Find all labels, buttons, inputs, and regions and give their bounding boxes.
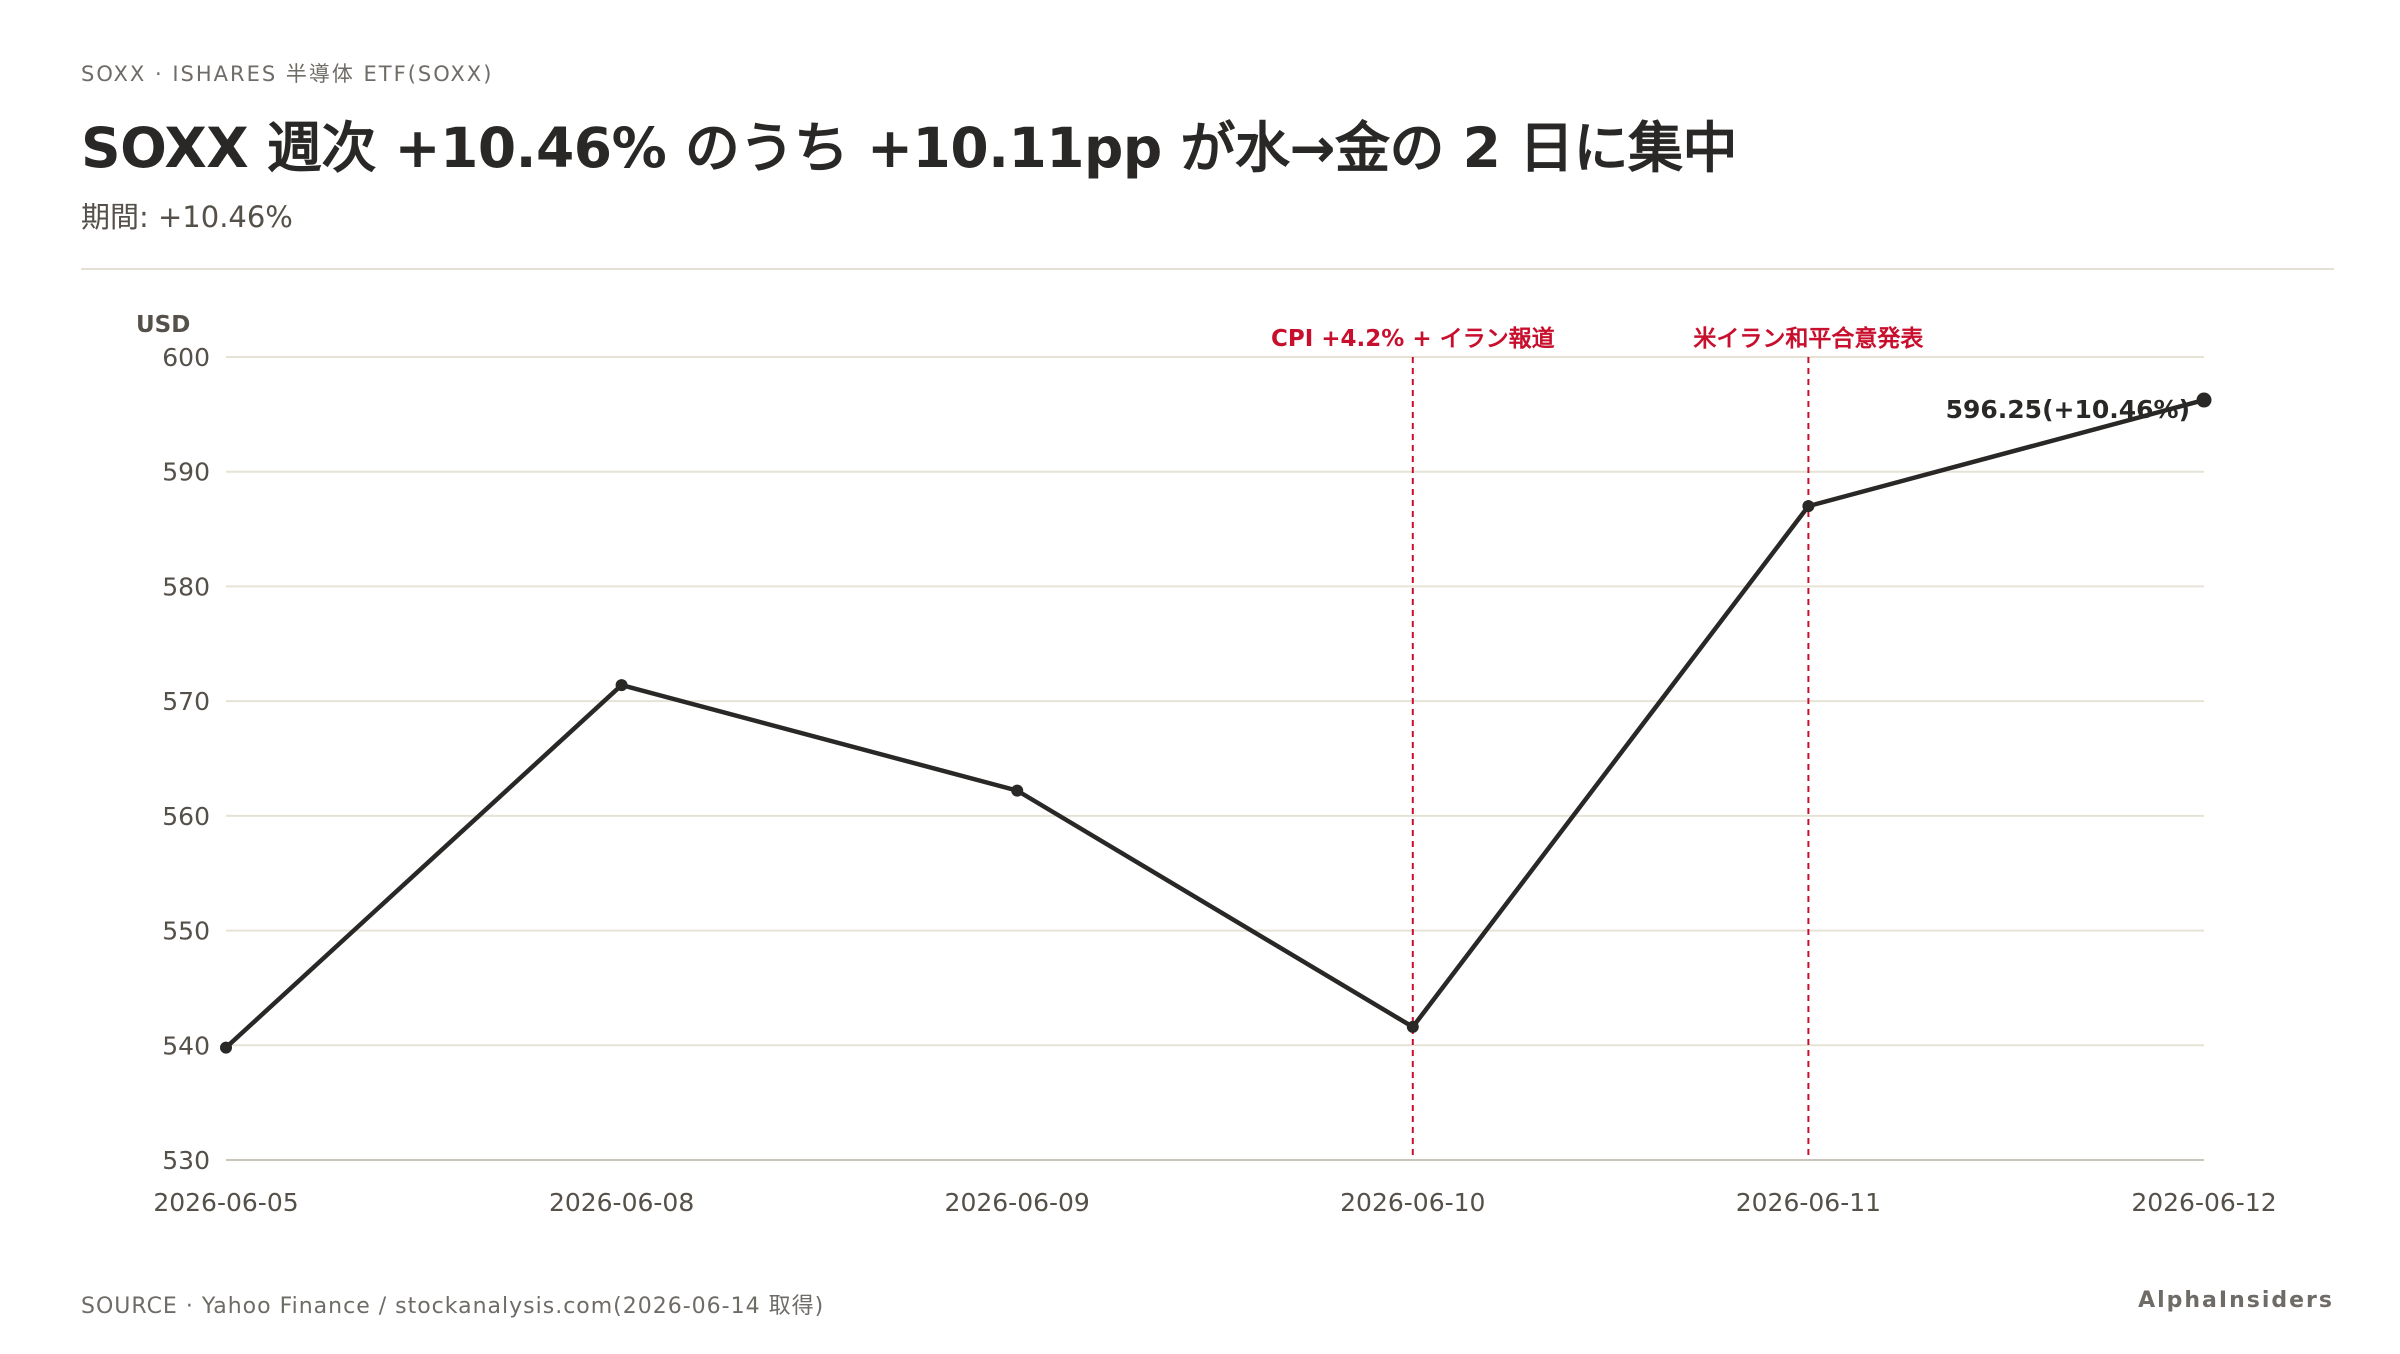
- x-tick-label: 2026-06-08: [549, 1188, 694, 1217]
- data-point: [1011, 784, 1024, 797]
- data-point: [2196, 392, 2212, 408]
- y-tick-label: 540: [162, 1031, 210, 1060]
- end-value-label: 596.25(+10.46%): [1946, 395, 2190, 424]
- brand-logo-text: AlphaInsiders: [2138, 1288, 2334, 1313]
- y-tick-label: 560: [162, 802, 210, 831]
- chart-subtitle: 期間: +10.46%: [81, 200, 293, 234]
- data-point: [1802, 500, 1815, 513]
- source-note: SOURCE · Yahoo Finance / stockanalysis.c…: [81, 1294, 825, 1319]
- y-tick-label: 570: [162, 687, 210, 716]
- annotation-label: CPI +4.2% + イラン報道: [1271, 325, 1555, 352]
- y-tick-label: 580: [162, 572, 210, 601]
- y-axis-label: USD: [136, 312, 190, 338]
- y-tick-label: 600: [162, 343, 210, 372]
- data-point: [220, 1041, 232, 1054]
- y-tick-label: 530: [162, 1146, 210, 1175]
- x-tick-label: 2026-06-10: [1340, 1188, 1485, 1217]
- x-tick-label: 2026-06-12: [2131, 1188, 2276, 1217]
- chart-title: SOXX 週次 +10.46% のうち +10.11pp が水→金の 2 日に集…: [81, 116, 1738, 180]
- y-tick-label: 590: [162, 458, 210, 487]
- data-point: [615, 679, 628, 692]
- chart-kicker: SOXX · ISHARES 半導体 ETF(SOXX): [81, 62, 494, 86]
- header-divider: [81, 268, 2334, 270]
- annotation-label: 米イラン和平合意発表: [1693, 325, 1924, 352]
- data-point: [1406, 1020, 1419, 1033]
- series-line: [223, 397, 2207, 1050]
- x-tick-label: 2026-06-11: [1736, 1188, 1881, 1217]
- x-tick-label: 2026-06-09: [945, 1188, 1090, 1217]
- y-tick-label: 550: [162, 917, 210, 946]
- x-tick-label: 2026-06-05: [153, 1188, 298, 1217]
